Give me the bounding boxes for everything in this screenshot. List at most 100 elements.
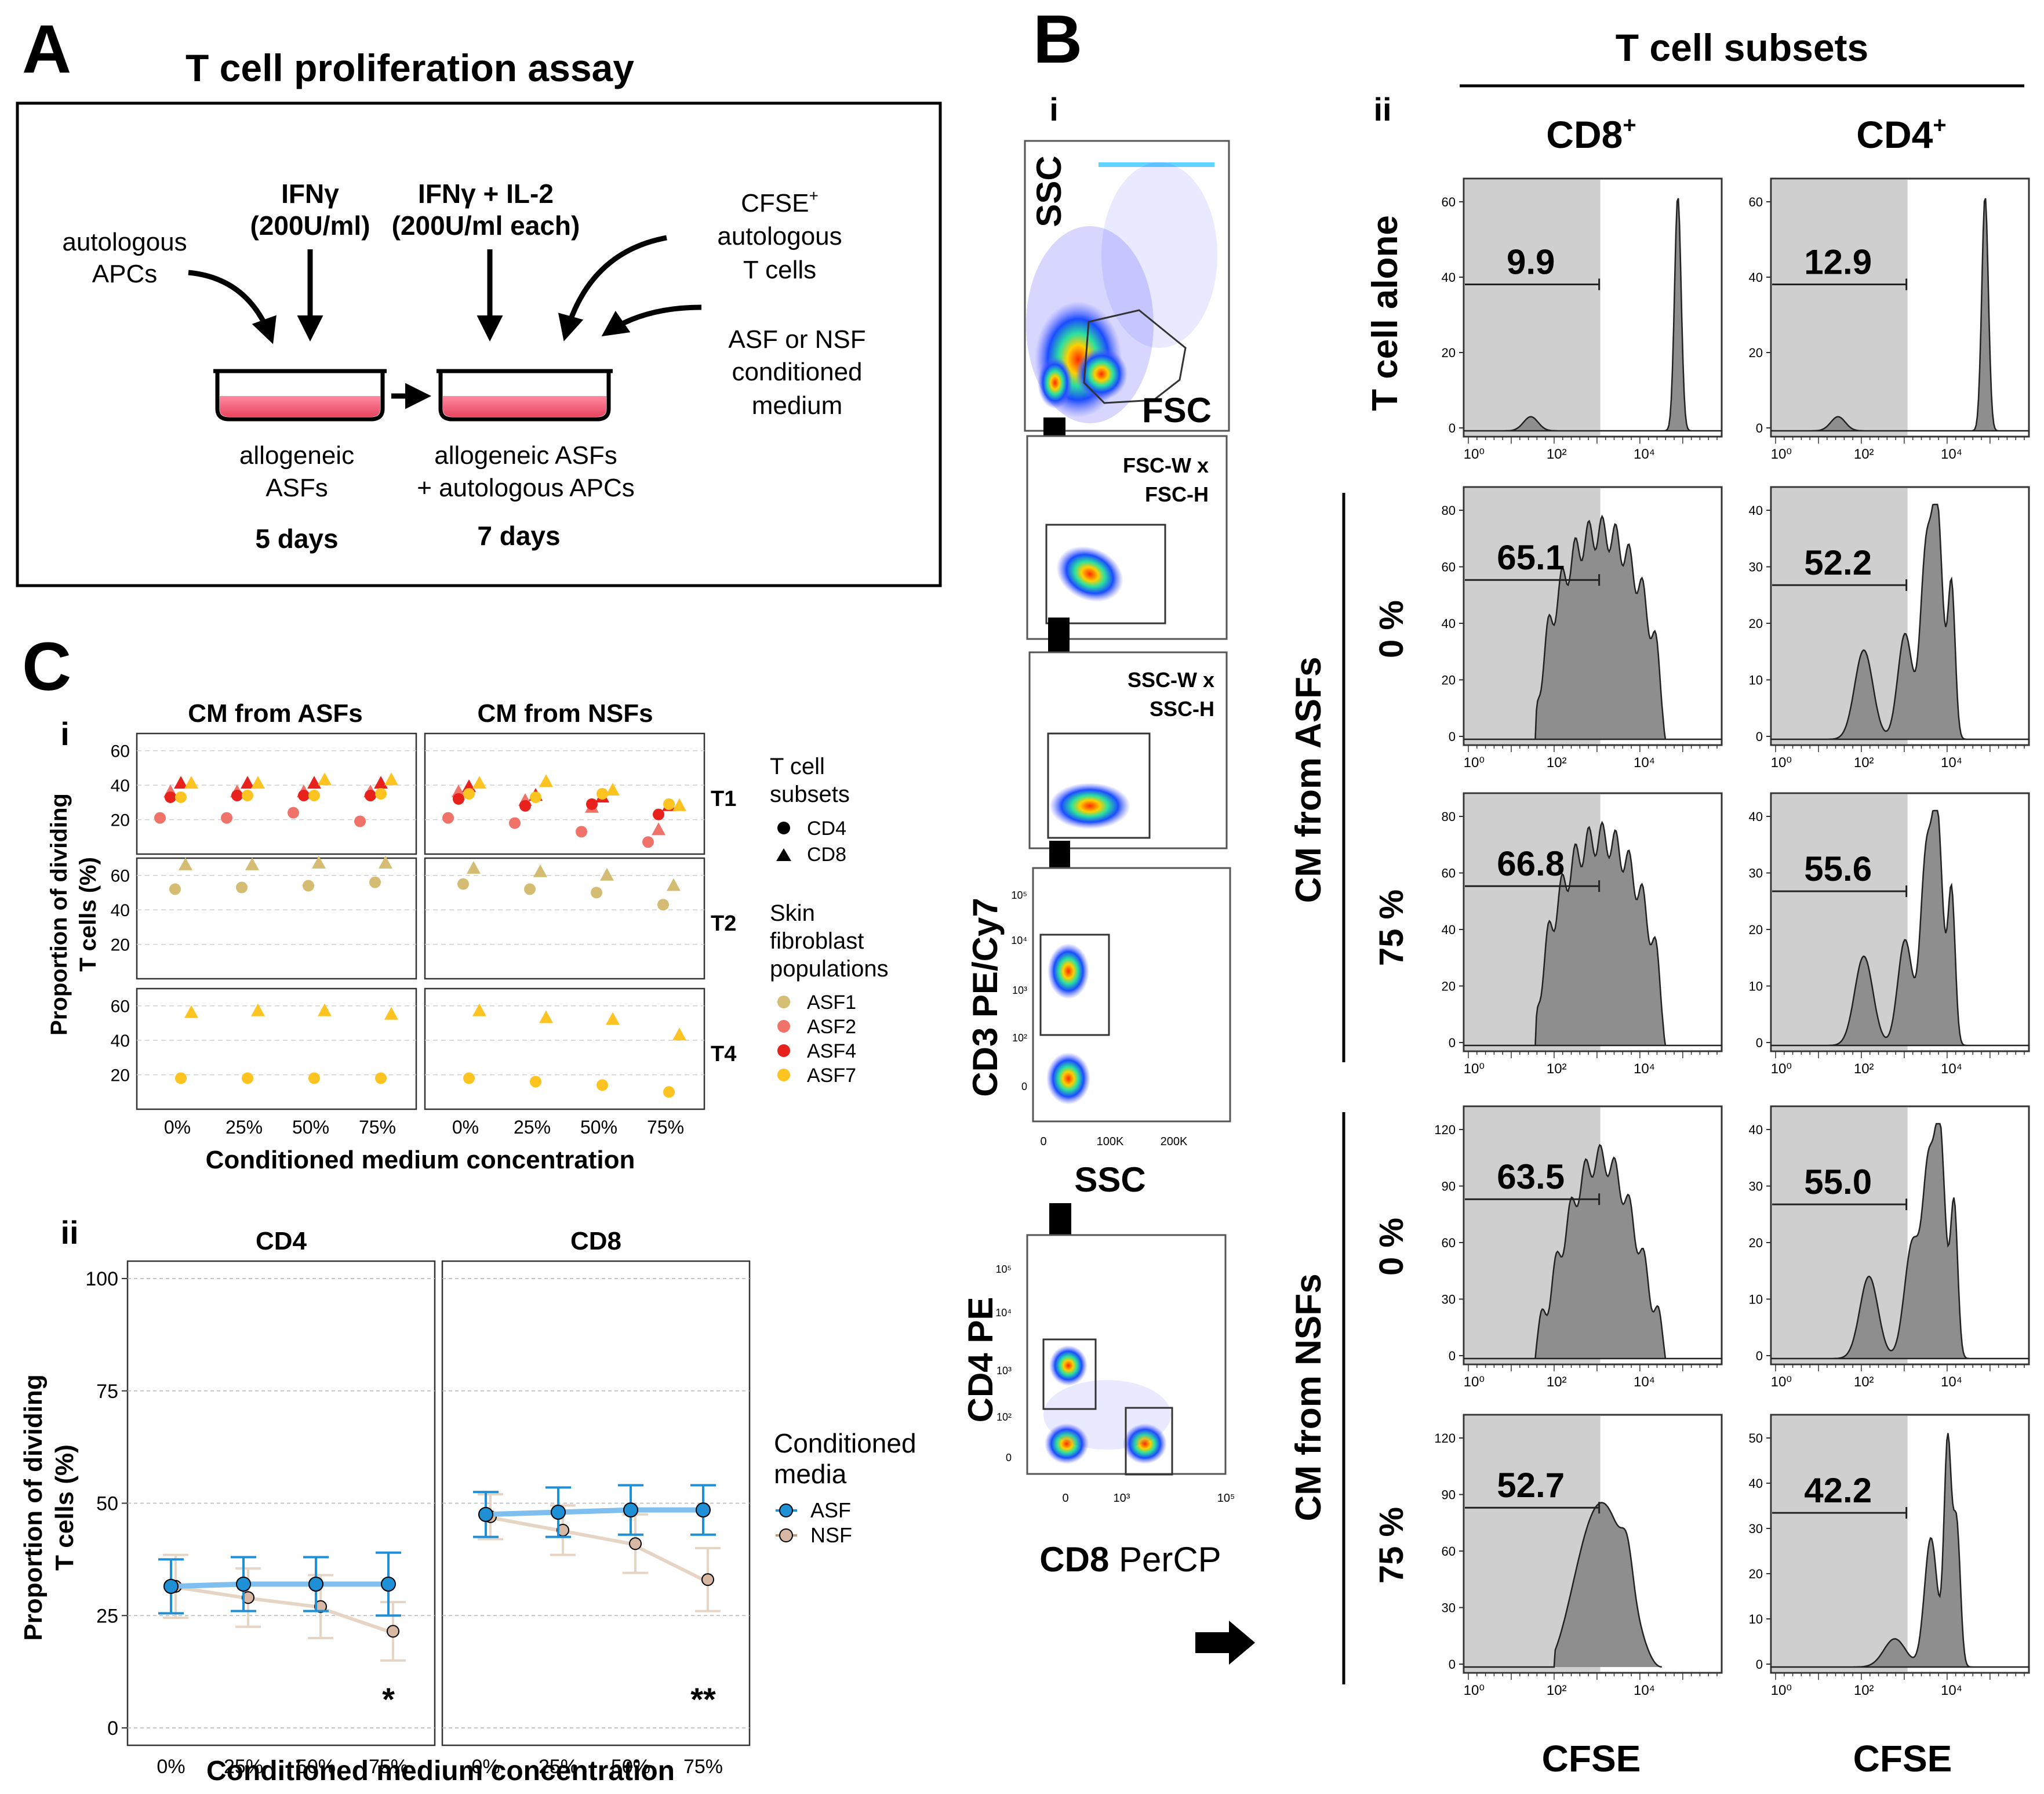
point-cd4-asf7 [375,1072,387,1084]
cfse-label-2: autologous [717,222,842,250]
point-cd4-asf4 [231,789,243,801]
histogram-curve [1464,820,1722,1047]
gate5-x-label-bold: CD8 [1039,1540,1109,1579]
x-tick-label: 10² [1547,446,1567,462]
histogram-asf_0-cd4: 52.2 40 30 20 10 0 10⁰ 10² 10⁴ [1749,486,2030,771]
point-cd4-asf7 [242,1072,253,1084]
x-tick-label: 50% [611,1756,650,1778]
point-cd4-asf7 [308,789,320,801]
y-tick-label: 40 [1749,809,1763,824]
gate5-dots-cd4 [1049,1345,1088,1386]
legend-subsets-title: T cell [770,754,825,779]
point-asf [308,1577,323,1592]
y-tick-label: 0 [1756,421,1763,435]
point-cd4-asf4 [298,789,310,801]
histogram-curve [1771,1123,2029,1360]
y-tick-label: 50 [96,1493,118,1515]
col-cd8-text: CD8 [1546,113,1623,156]
x-tick-label: 10⁴ [1941,1374,1962,1390]
x-tick-label: 10⁴ [1634,1683,1655,1698]
gate5-y-tick: 10⁴ [995,1307,1012,1319]
point-cd8-asf4 [374,776,388,789]
x-tick-label: 25% [539,1756,578,1778]
y-tick-label: 20 [1442,673,1456,688]
point-cd4-asf7 [375,788,387,800]
point-cd8-asf1 [312,855,326,869]
x-tick-label: 10⁰ [1771,1061,1792,1077]
legend-cd8: CD8 [807,844,846,866]
point-cd8-asf4 [174,776,188,789]
point-cd4-asf7 [530,791,541,803]
point-cd8-asf7 [318,772,332,786]
col-cd4-sup: + [1933,112,1946,138]
y-tick-label: 75 [96,1381,118,1403]
c-col-nsf: CM from NSFs [477,699,653,728]
point-cd8-asf7 [184,1005,198,1018]
panel-c-sub-ii: ii [60,1214,78,1251]
y-tick-label: 90 [1442,1179,1456,1194]
cm-legend-nsf-marker [779,1528,793,1542]
point-cd8-asf1 [245,857,259,870]
y-tick-label: 40 [1749,1123,1763,1137]
histogram-asf_0-cd8: 65.1 80 60 40 20 0 10⁰ 10² 10⁴ [1442,486,1723,771]
facet-cd4: CD4 0% 25% 50% 75% [126,1227,436,1778]
x-tick-label: 0% [452,1117,479,1138]
histogram-curve [1464,514,1722,740]
y-tick-label: 20 [111,936,130,955]
col-cd4: CD4+ [1856,112,1946,156]
cfse-label: CFSE+ [741,187,819,217]
y-tick-label: 40 [1442,923,1456,937]
y-tick-label: 90 [1442,1488,1456,1502]
gate4-dots-top [1048,943,1089,999]
dish2-label: allogeneic ASFs [434,441,617,470]
y-tick-label: 40 [1749,503,1763,518]
conc-nsf-75: 75 % [1373,1507,1410,1584]
dish-2 [437,369,613,422]
gate3-gate [1047,732,1151,839]
medium-label-2: conditioned [732,358,862,386]
point-cd8-asf4 [462,779,476,793]
y-tick-label: 60 [111,867,130,886]
c-i-ylabel-2: T cells (%) [75,857,101,972]
point-cd4-asf7 [463,1072,475,1084]
y-tick-label: 0 [1449,1349,1456,1363]
gate5-x-tick: 10⁵ [1217,1492,1235,1505]
legend-pop-title-2: fibroblast [770,928,864,954]
gate5-gate-cd4 [1042,1338,1097,1410]
dividing-gate-shade [1772,1416,1908,1672]
legend-asf4: ASF4 [807,1040,856,1062]
point-cd4-asf1 [236,881,248,894]
apc-label: autologous [62,228,187,256]
gate2-dots [1056,546,1123,602]
legend-cd4: CD4 [807,818,846,840]
gate5-x-tick: 0 [1062,1492,1068,1505]
gate-percentage: 55.0 [1804,1163,1872,1201]
gate4-x-tick: 200K [1161,1135,1188,1148]
gate4-dots-bottom [1046,1052,1090,1105]
y-tick-label: 100 [85,1268,118,1290]
facet-cd8: CD8 0% 25% 50% 75% [441,1227,751,1778]
x-tick-label: 0% [471,1756,500,1778]
panel-b-sub-ii: ii [1373,91,1391,128]
ifn-label: IFNγ [281,179,339,209]
significance-mark: * [382,1681,395,1717]
gate3-label-2: SSC-H [1150,697,1214,721]
point-cd8-asf7 [251,1003,265,1016]
point-cd8-asf2 [452,785,465,798]
y-tick-label: 10 [1749,1612,1763,1626]
gate1-dots [1026,162,1217,423]
point-cd4-asf7 [308,1072,320,1084]
cm-legend-title-2: media [774,1459,847,1489]
point-asf [551,1505,566,1520]
point-cd4-asf4 [519,800,531,812]
gate4-y-tick: 10³ [1012,985,1027,996]
x-tick-label: 10⁰ [1771,755,1792,771]
x-tick-label: 10² [1854,1374,1874,1390]
point-cd8-asf7 [539,774,553,787]
x-tick-label: 10² [1547,1683,1567,1698]
legend-asf2: ASF2 [807,1016,856,1038]
point-cd8-asf7 [672,1027,686,1041]
y-tick-label: 0 [1449,421,1456,435]
gate2-label: FSC-W x [1123,453,1209,477]
cfse-label-sup: + [809,187,819,205]
